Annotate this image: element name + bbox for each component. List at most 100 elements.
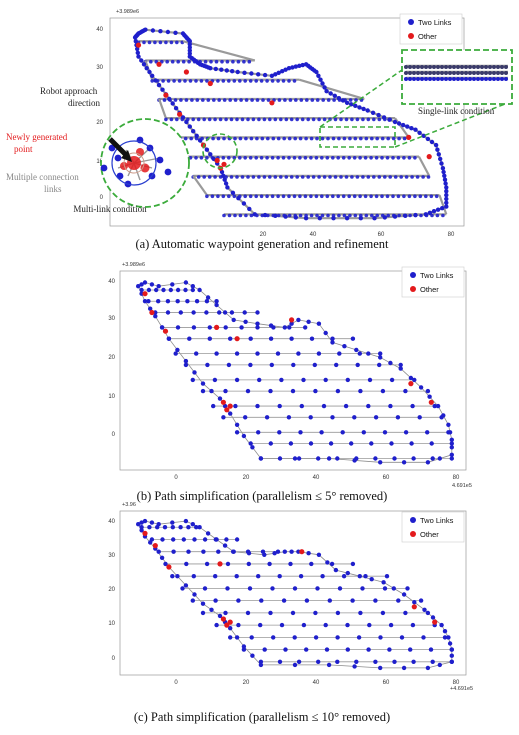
- legend-two-links-marker-b: [410, 272, 416, 278]
- boundary-marker: [234, 422, 240, 427]
- waypoint-marker: [211, 403, 216, 409]
- waypoint-marker: [335, 388, 341, 394]
- waypoint-marker: [397, 213, 401, 218]
- waypoint-marker: [287, 325, 292, 330]
- inset-waypoint-marker: [452, 65, 456, 69]
- inset-waypoint-marker: [504, 65, 508, 69]
- waypoint-marker: [168, 287, 173, 293]
- waypoint-marker: [372, 117, 376, 122]
- waypoint-marker: [320, 194, 324, 199]
- waypoint-marker: [320, 213, 325, 218]
- boundary-marker: [156, 82, 162, 88]
- boundary-marker: [392, 214, 398, 219]
- waypoint-marker: [178, 310, 183, 315]
- other-marker: [162, 328, 169, 334]
- inset-waypoint-marker: [424, 77, 428, 81]
- boundary-marker: [429, 139, 435, 145]
- panel-c: +3.96 +4.691e5 0 20 40 60 80 0 10 20 30 …: [108, 502, 473, 724]
- waypoint-marker: [366, 403, 371, 409]
- waypoint-marker: [332, 98, 336, 102]
- waypoint-marker: [335, 659, 340, 664]
- waypoint-marker: [239, 98, 243, 102]
- waypoint-marker: [396, 156, 401, 160]
- boundary-marker: [401, 665, 407, 671]
- waypoint-marker: [265, 194, 269, 199]
- waypoint-marker: [355, 117, 360, 122]
- ytick-a-20: 20: [96, 120, 103, 126]
- boundary-marker: [427, 394, 432, 399]
- waypoint-marker: [270, 586, 275, 591]
- waypoint-marker: [277, 98, 282, 102]
- boundary-marker: [230, 69, 235, 74]
- other-marker: [227, 403, 233, 409]
- waypoint-marker: [421, 635, 426, 640]
- boundary-marker: [352, 458, 357, 463]
- boundary-marker: [214, 302, 219, 308]
- boundary-marker: [440, 206, 445, 211]
- boundary-marker: [388, 360, 393, 366]
- inset-waypoint-marker: [114, 154, 122, 162]
- boundary-marker: [183, 280, 189, 285]
- waypoint-marker: [388, 403, 393, 409]
- inset-waypoint-marker: [480, 65, 484, 69]
- boundary-marker: [141, 62, 147, 67]
- waypoint-marker: [287, 156, 291, 160]
- waypoint-marker: [314, 156, 319, 160]
- waypoint-marker: [331, 136, 336, 141]
- boundary-marker: [153, 314, 158, 319]
- waypoint-marker: [288, 98, 293, 102]
- boundary-marker: [340, 98, 346, 103]
- panel-a: +3.989e6 20 40 60 80 0 10 20 30 40 Two L…: [6, 9, 513, 251]
- boundary-marker: [449, 647, 454, 652]
- waypoint-marker: [192, 537, 197, 542]
- boundary-marker: [417, 130, 422, 135]
- waypoint-marker: [430, 659, 435, 664]
- boundary-marker: [396, 121, 402, 126]
- waypoint-marker: [382, 430, 388, 435]
- boundary-marker: [249, 71, 254, 76]
- xtick-b-0: 0: [174, 475, 178, 481]
- waypoint-marker: [333, 117, 338, 122]
- boundary-marker: [192, 592, 197, 597]
- boundary-marker: [289, 549, 294, 554]
- boundary-marker: [187, 42, 192, 47]
- waypoint-marker: [147, 525, 152, 530]
- waypoint-marker: [398, 362, 403, 368]
- waypoint-marker: [251, 175, 256, 179]
- waypoint-marker: [207, 336, 212, 341]
- waypoint-marker: [348, 98, 353, 102]
- waypoint-marker: [364, 213, 369, 218]
- waypoint-marker: [277, 456, 283, 461]
- inset-waypoint-marker: [420, 65, 424, 69]
- boundary-marker: [336, 96, 342, 101]
- waypoint-marker: [165, 59, 169, 64]
- boundary-marker: [190, 522, 195, 527]
- waypoint-marker: [204, 299, 210, 304]
- boundary-marker: [208, 66, 213, 71]
- waypoint-marker: [244, 98, 249, 102]
- waypoint-marker: [313, 635, 319, 640]
- waypoint-marker: [429, 441, 434, 446]
- waypoint-marker: [407, 194, 412, 199]
- waypoint-marker: [326, 98, 331, 102]
- waypoint-marker: [304, 136, 308, 141]
- inset-waypoint-marker: [480, 71, 484, 75]
- waypoint-marker: [429, 194, 434, 199]
- boundary-marker: [214, 537, 219, 542]
- zoom-connector-2: [394, 103, 506, 148]
- boundary-marker: [173, 30, 178, 35]
- boundary-marker: [328, 91, 333, 96]
- waypoint-marker: [335, 456, 340, 461]
- waypoint-marker: [339, 117, 343, 122]
- waypoint-marker: [243, 194, 247, 199]
- boundary-marker: [391, 586, 396, 591]
- waypoint-marker: [399, 635, 405, 640]
- boundary-marker: [200, 601, 206, 606]
- waypoint-marker: [442, 635, 448, 640]
- other-marker: [221, 161, 227, 167]
- boundary-marker: [306, 319, 311, 324]
- waypoint-marker: [311, 117, 316, 122]
- waypoint-marker: [188, 79, 193, 83]
- waypoint-marker: [364, 136, 369, 141]
- waypoint-marker: [281, 194, 286, 199]
